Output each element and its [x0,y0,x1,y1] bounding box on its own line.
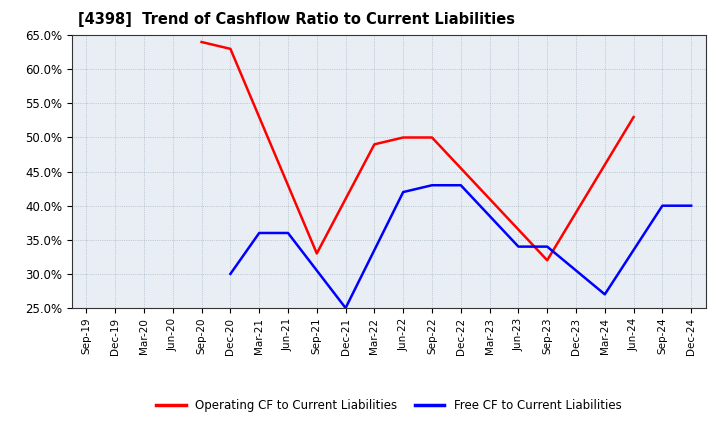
Text: [4398]  Trend of Cashflow Ratio to Current Liabilities: [4398] Trend of Cashflow Ratio to Curren… [78,12,516,27]
Legend: Operating CF to Current Liabilities, Free CF to Current Liabilities: Operating CF to Current Liabilities, Fre… [151,394,626,417]
